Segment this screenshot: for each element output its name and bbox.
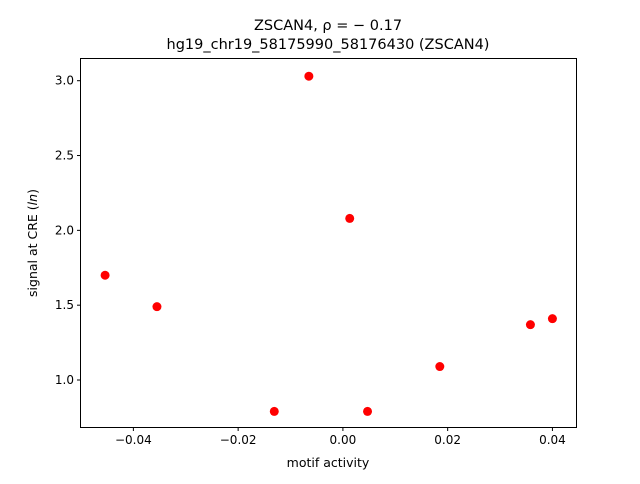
y-axis-label-italic: ln: [25, 194, 40, 205]
y-tick-label: 2.0: [55, 223, 74, 237]
data-point: [345, 213, 355, 223]
x-axis-ticks: −0.04 −0.02 0.00 0.02 0.04: [115, 427, 566, 447]
x-tick-label: 0.00: [330, 433, 357, 447]
y-axis-ticks: 1.0 1.5 2.0 2.5 3.0: [55, 74, 81, 387]
plot-frame: [80, 58, 577, 428]
x-tick-label: 0.04: [539, 433, 566, 447]
chart-title-line1: ZSCAN4, ρ = − 0.17: [254, 18, 402, 34]
data-points: [100, 71, 557, 416]
y-tick-label: 3.0: [55, 74, 74, 88]
data-point: [269, 406, 279, 416]
y-tick-label: 2.5: [55, 149, 74, 163]
data-point: [363, 406, 373, 416]
y-axis-label: signal at CRE (ln): [25, 189, 40, 297]
data-point: [152, 302, 162, 312]
y-tick-label: 1.0: [55, 373, 74, 387]
data-point: [435, 362, 445, 372]
y-axis-label-prefix: signal at CRE (: [25, 205, 40, 297]
y-tick-label: 1.5: [55, 298, 74, 312]
x-tick-label: −0.02: [220, 433, 257, 447]
data-point: [525, 320, 535, 330]
x-tick-label: −0.04: [115, 433, 152, 447]
chart-title-line2: hg19_chr19_58175990_58176430 (ZSCAN4): [167, 37, 490, 53]
x-tick-label: 0.02: [434, 433, 461, 447]
data-point: [100, 270, 110, 280]
y-axis-label-suffix: ): [25, 189, 40, 194]
data-point: [547, 314, 557, 324]
data-point: [304, 71, 314, 81]
x-axis-label: motif activity: [287, 455, 370, 470]
